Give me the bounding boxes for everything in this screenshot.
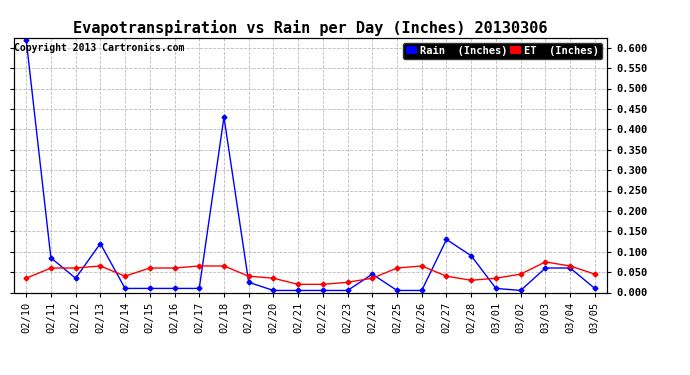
Rain  (Inches): [146, 286, 154, 291]
ET  (Inches): [492, 276, 500, 280]
Rain  (Inches): [344, 288, 352, 293]
ET  (Inches): [121, 274, 129, 278]
Rain  (Inches): [244, 280, 253, 285]
Rain  (Inches): [393, 288, 401, 293]
Rain  (Inches): [492, 286, 500, 291]
ET  (Inches): [517, 272, 525, 276]
Rain  (Inches): [22, 37, 30, 42]
Rain  (Inches): [170, 286, 179, 291]
ET  (Inches): [294, 282, 302, 286]
Rain  (Inches): [566, 266, 574, 270]
Rain  (Inches): [541, 266, 549, 270]
ET  (Inches): [591, 272, 599, 276]
Title: Evapotranspiration vs Rain per Day (Inches) 20130306: Evapotranspiration vs Rain per Day (Inch…: [73, 20, 548, 36]
ET  (Inches): [220, 264, 228, 268]
Rain  (Inches): [368, 272, 377, 276]
ET  (Inches): [319, 282, 327, 286]
ET  (Inches): [541, 260, 549, 264]
Rain  (Inches): [195, 286, 204, 291]
ET  (Inches): [344, 280, 352, 285]
ET  (Inches): [170, 266, 179, 270]
Rain  (Inches): [47, 256, 55, 260]
ET  (Inches): [146, 266, 154, 270]
ET  (Inches): [195, 264, 204, 268]
Legend: Rain  (Inches), ET  (Inches): Rain (Inches), ET (Inches): [403, 43, 602, 59]
ET  (Inches): [467, 278, 475, 282]
Line: Rain  (Inches): Rain (Inches): [24, 38, 597, 292]
Rain  (Inches): [294, 288, 302, 293]
Rain  (Inches): [220, 115, 228, 119]
ET  (Inches): [47, 266, 55, 270]
ET  (Inches): [269, 276, 277, 280]
ET  (Inches): [566, 264, 574, 268]
Rain  (Inches): [517, 288, 525, 293]
ET  (Inches): [96, 264, 104, 268]
Rain  (Inches): [96, 241, 104, 246]
Rain  (Inches): [72, 276, 80, 280]
Rain  (Inches): [442, 237, 451, 242]
Rain  (Inches): [417, 288, 426, 293]
Rain  (Inches): [319, 288, 327, 293]
Rain  (Inches): [121, 286, 129, 291]
ET  (Inches): [244, 274, 253, 278]
ET  (Inches): [22, 276, 30, 280]
ET  (Inches): [393, 266, 401, 270]
ET  (Inches): [72, 266, 80, 270]
Text: Copyright 2013 Cartronics.com: Copyright 2013 Cartronics.com: [14, 43, 185, 52]
ET  (Inches): [368, 276, 377, 280]
Line: ET  (Inches): ET (Inches): [24, 260, 597, 286]
ET  (Inches): [442, 274, 451, 278]
Rain  (Inches): [467, 254, 475, 258]
ET  (Inches): [417, 264, 426, 268]
Rain  (Inches): [269, 288, 277, 293]
Rain  (Inches): [591, 286, 599, 291]
